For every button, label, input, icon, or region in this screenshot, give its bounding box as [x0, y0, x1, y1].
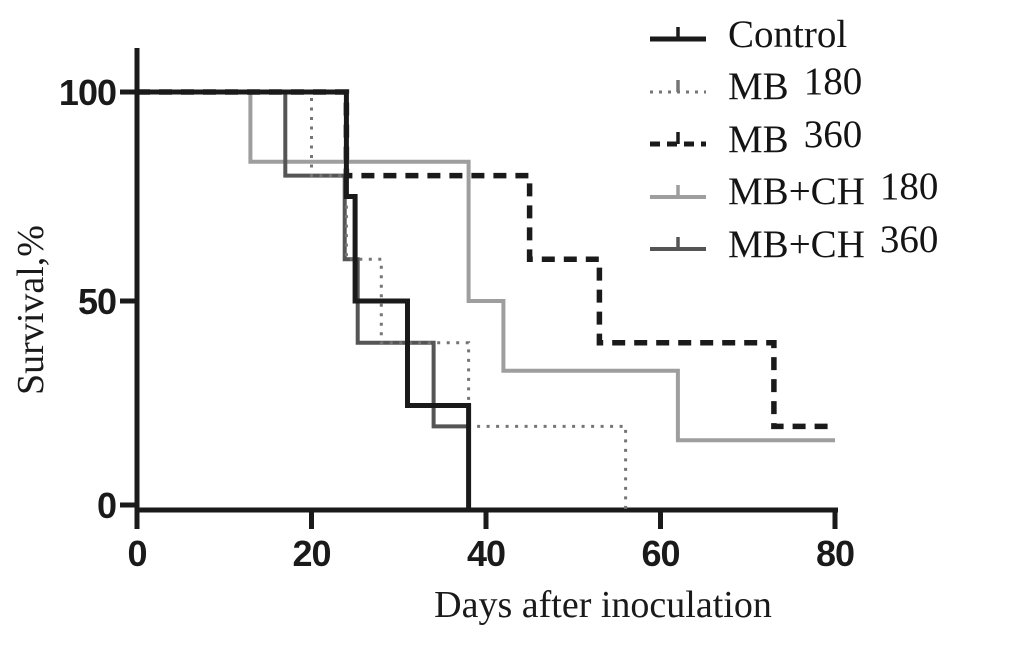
legend-dose-value: 360 — [803, 112, 863, 156]
series-curve-mb-ch-360 — [137, 90, 471, 510]
x-tick-label-80: 80 — [816, 533, 854, 574]
legend-group-name: MB+CH — [728, 222, 865, 266]
legend-dose-value: 180 — [879, 165, 939, 209]
legend-label-mb-ch-360: MB+CH 360 — [728, 220, 938, 266]
x-axis-title: Days after inoculation — [434, 584, 772, 626]
legend-group-name: MB — [728, 117, 789, 161]
legend-dose-value: 180 — [803, 60, 863, 104]
legend-label-control: Control — [728, 15, 847, 54]
legend-item-control: Control — [648, 8, 938, 61]
x-tick-label-60: 60 — [641, 533, 679, 574]
legend-group-name: MB — [728, 65, 789, 109]
legend-item-mb-ch-360: MB+CH 360 — [648, 218, 938, 271]
legend-item-mb-ch-180: MB+CH 180 — [648, 166, 938, 219]
legend-item-mb-360: MB 360 — [648, 113, 938, 166]
y-tick-label-50: 50 — [78, 281, 116, 322]
x-tick-label-20: 20 — [292, 533, 330, 574]
legend-dose-value: 360 — [879, 217, 939, 261]
legend-line-sample-icon-mb-360 — [650, 132, 706, 147]
legend-line-sample-icon-mb-180 — [650, 79, 706, 94]
x-tick-label-0: 0 — [127, 533, 146, 574]
y-tick-label-0: 0 — [97, 485, 116, 526]
legend-line-sample-icon-mb-ch-360 — [650, 237, 706, 252]
y-tick-label-100: 100 — [59, 72, 116, 113]
series-curve-control — [137, 89, 472, 510]
legend-label-mb-360: MB 360 — [728, 115, 862, 161]
legend-line-sample-icon-mb-ch-180 — [650, 184, 706, 199]
series-curve-mb-ch-180 — [137, 90, 835, 443]
legend: Control MB 180 MB 360 MB+CH 180 MB+CH 360 — [648, 8, 938, 271]
legend-item-mb-180: MB 180 — [648, 61, 938, 114]
series-curve-mb-180 — [137, 90, 628, 510]
legend-group-name: MB+CH — [728, 170, 865, 214]
legend-label-mb-ch-180: MB+CH 180 — [728, 167, 938, 214]
legend-label-mb-180: MB 180 — [728, 62, 862, 109]
y-axis-title: Survival,% — [10, 225, 52, 395]
legend-line-sample-icon-control — [650, 27, 706, 42]
legend-group-name: Control — [728, 12, 848, 56]
x-tick-label-40: 40 — [467, 533, 505, 574]
